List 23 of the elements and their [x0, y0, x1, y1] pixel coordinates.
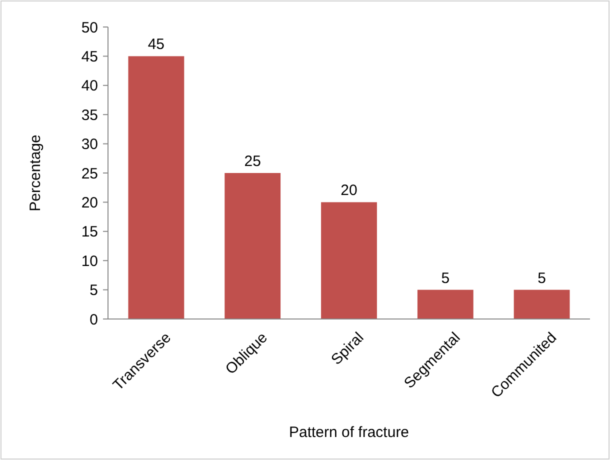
y-axis-title: Percentage — [27, 134, 44, 212]
data-label: 5 — [538, 270, 546, 287]
y-tick-label: 15 — [81, 224, 98, 241]
data-label: 25 — [244, 153, 261, 170]
x-axis-title: Pattern of fracture — [288, 424, 410, 441]
bar — [514, 290, 570, 319]
data-label: 20 — [340, 182, 358, 200]
y-tick-label: 50 — [81, 19, 98, 36]
bar — [417, 290, 474, 319]
y-tick-label: 40 — [81, 78, 98, 95]
bar — [224, 173, 281, 319]
y-tick-label: 0 — [90, 311, 98, 328]
data-label: 45 — [148, 36, 165, 54]
y-tick-label: 45 — [81, 48, 98, 66]
bar — [128, 56, 184, 319]
data-label: 5 — [441, 270, 450, 287]
y-tick-label: 5 — [90, 282, 98, 300]
y-tick-label: 20 — [81, 194, 98, 212]
y-tick-label: 10 — [81, 252, 98, 270]
y-tick-label: 35 — [81, 106, 98, 124]
y-tick-label: 30 — [81, 136, 98, 154]
y-tick-label: 25 — [81, 165, 98, 182]
bar — [321, 202, 377, 319]
